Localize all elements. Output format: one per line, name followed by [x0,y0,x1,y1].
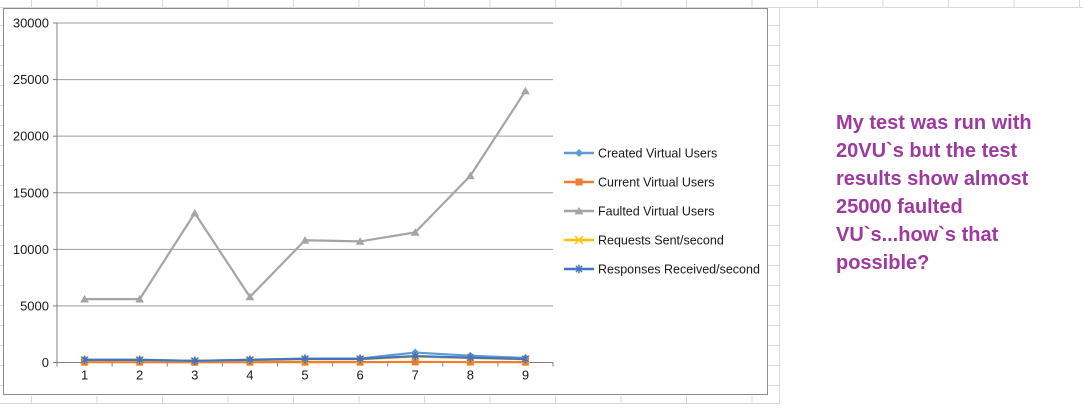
legend-label: Created Virtual Users [598,147,717,161]
series-marker-asterisk [80,356,89,364]
y-axis-label: 0 [42,355,49,370]
series-marker-asterisk [466,354,474,362]
x-axis-label: 5 [301,368,308,383]
y-axis-label: 5000 [20,298,49,313]
series-marker-asterisk [191,357,199,365]
series-marker-triangle [355,237,365,245]
legend-item[interactable]: Faulted Virtual Users [564,205,715,219]
series-marker-asterisk [301,355,309,363]
series-line-faulted-virtual-users [84,90,527,301]
series-marker-triangle [300,236,310,244]
y-axis-label: 10000 [13,242,49,257]
y-axis-label: 30000 [13,16,49,31]
series-marker-square [575,178,583,186]
legend-label: Requests Sent/second [598,234,724,248]
x-axis-label: 7 [412,368,419,383]
series-marker-square [411,358,419,366]
annotation-line: possible? [836,252,930,274]
series-marker-asterisk [575,265,583,273]
legend-label: Current Virtual Users [598,176,714,190]
y-axis-label: 25000 [13,72,49,87]
series-marker-triangle [574,206,584,215]
legend-item[interactable]: Current Virtual Users [564,176,714,190]
series-marker-triangle [135,294,145,303]
legend-item[interactable]: Responses Received/second [564,263,760,277]
annotation-text-box[interactable]: My test was run with 20VU`s but the test… [836,109,1071,277]
series-marker-triangle [410,228,420,236]
y-axis-label: 15000 [13,185,49,200]
annotation-line: 25000 faulted [836,196,963,218]
x-axis-label: 2 [136,368,143,383]
series-marker-triangle [80,294,89,303]
series-marker-triangle [190,208,200,217]
legend-label: Responses Received/second [598,263,760,277]
series-marker-triangle [245,292,255,301]
series-responses-received-second [80,351,530,366]
series-marker-diamond [575,149,583,157]
x-axis-label: 3 [191,368,198,383]
annotation-line: VU`s...how`s that [836,224,999,246]
x-axis-label: 1 [81,368,88,383]
legend-label: Faulted Virtual Users [598,205,715,219]
series-marker-asterisk [246,356,254,364]
series-marker-asterisk [356,355,364,363]
annotation-line: My test was run with [836,112,1032,134]
series-marker-asterisk [136,356,144,364]
x-axis-label: 4 [246,368,253,383]
legend-item[interactable]: Created Virtual Users [564,147,717,161]
series-marker-x [574,235,584,245]
series-marker-triangle [521,86,530,95]
series-marker-triangle [465,171,475,180]
series-faulted-virtual-users [80,86,530,303]
series-marker-square [466,358,474,366]
chart-canvas: 0 5000 10000 15000 20000 25000 30000 1 2 3 4 5 6 7 8 9 C… [13,16,760,383]
y-axis-label: 20000 [13,129,49,144]
series-marker-asterisk [411,352,419,360]
annotation-line: results show almost [836,168,1029,190]
x-axis-label: 9 [522,368,529,383]
x-axis-label: 6 [356,368,363,383]
annotation-line: 20VU`s but the test [836,140,1018,162]
series-marker-asterisk [521,355,530,363]
x-axis-label: 8 [467,368,474,383]
legend-item[interactable]: Requests Sent/second [564,234,724,248]
chart[interactable]: 0 5000 10000 15000 20000 25000 30000 1 2 3 4 5 6 7 8 9 C… [3,8,768,395]
